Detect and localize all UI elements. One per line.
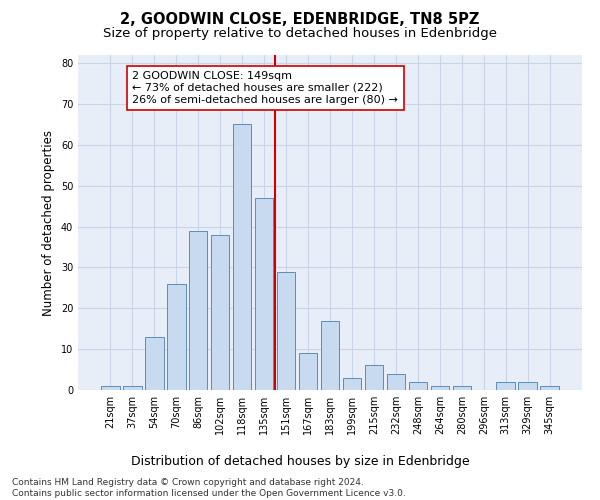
Bar (320, 320, 340, 390)
Bar (189, 230, 208, 390)
Bar (386, 374, 405, 390)
Text: 2 GOODWIN CLOSE: 149sqm
← 73% of detached houses are smaller (222)
26% of semi-d: 2 GOODWIN CLOSE: 149sqm ← 73% of detache… (132, 72, 398, 104)
Bar (365, 366, 383, 390)
Bar (343, 378, 361, 390)
Text: Distribution of detached houses by size in Edenbridge: Distribution of detached houses by size … (131, 455, 469, 468)
Bar (452, 386, 471, 390)
Bar (299, 353, 317, 390)
Bar (211, 235, 229, 390)
Bar (431, 386, 449, 390)
Bar (167, 284, 185, 390)
Bar (518, 382, 537, 390)
Bar (541, 386, 559, 390)
Text: 2, GOODWIN CLOSE, EDENBRIDGE, TN8 5PZ: 2, GOODWIN CLOSE, EDENBRIDGE, TN8 5PZ (121, 12, 479, 28)
Bar (233, 124, 251, 390)
Bar (496, 382, 515, 390)
Bar (145, 337, 164, 390)
Bar (101, 386, 119, 390)
Text: Contains HM Land Registry data © Crown copyright and database right 2024.
Contai: Contains HM Land Registry data © Crown c… (12, 478, 406, 498)
Y-axis label: Number of detached properties: Number of detached properties (42, 130, 55, 316)
Bar (277, 272, 295, 390)
Bar (409, 382, 427, 390)
Text: Size of property relative to detached houses in Edenbridge: Size of property relative to detached ho… (103, 28, 497, 40)
Bar (255, 198, 274, 390)
Bar (123, 386, 142, 390)
